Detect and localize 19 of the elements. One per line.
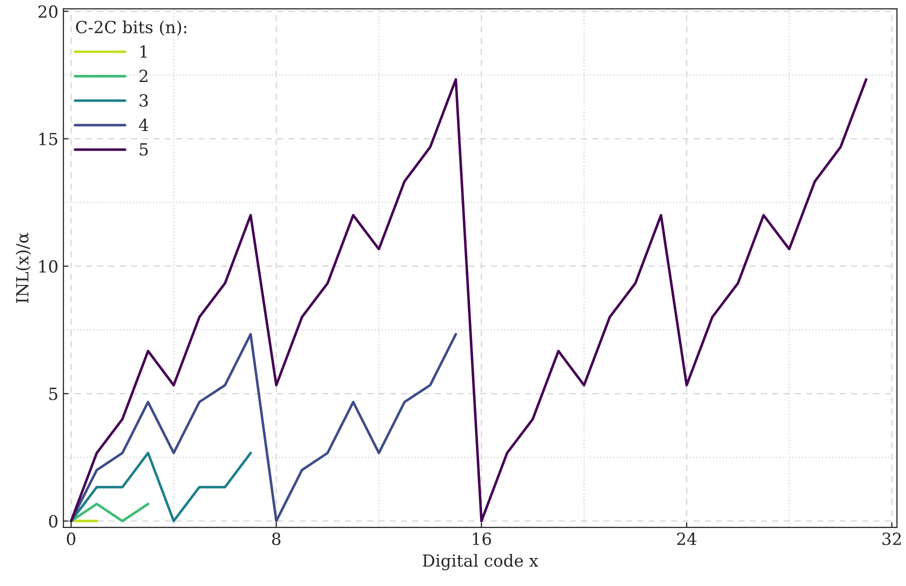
legend-label: 3 (140, 94, 148, 107)
y-tick-label: 0 (49, 514, 58, 528)
line-series (70, 332, 458, 522)
x-tick-label: 32 (882, 532, 901, 546)
legend-label: 5 (140, 143, 148, 156)
x-tick-label: 16 (472, 532, 492, 546)
legend-label: 2 (140, 70, 148, 82)
y-tick-label: 20 (38, 5, 58, 18)
x-tick-label: 8 (272, 532, 280, 546)
legend-label: 1 (140, 45, 147, 58)
legend-label: 4 (138, 118, 148, 131)
y-tick-label: 15 (39, 132, 58, 146)
y-tick-label: 10 (39, 260, 58, 273)
legend-title: C-2C bits (n): (76, 20, 186, 36)
y-axis-title: INL(x)/α (16, 232, 31, 303)
x-axis-title: Digital code x (422, 554, 538, 570)
y-tick-label: 5 (49, 388, 58, 400)
x-tick-label: 0 (66, 532, 76, 546)
x-tick-label: 24 (677, 532, 696, 545)
